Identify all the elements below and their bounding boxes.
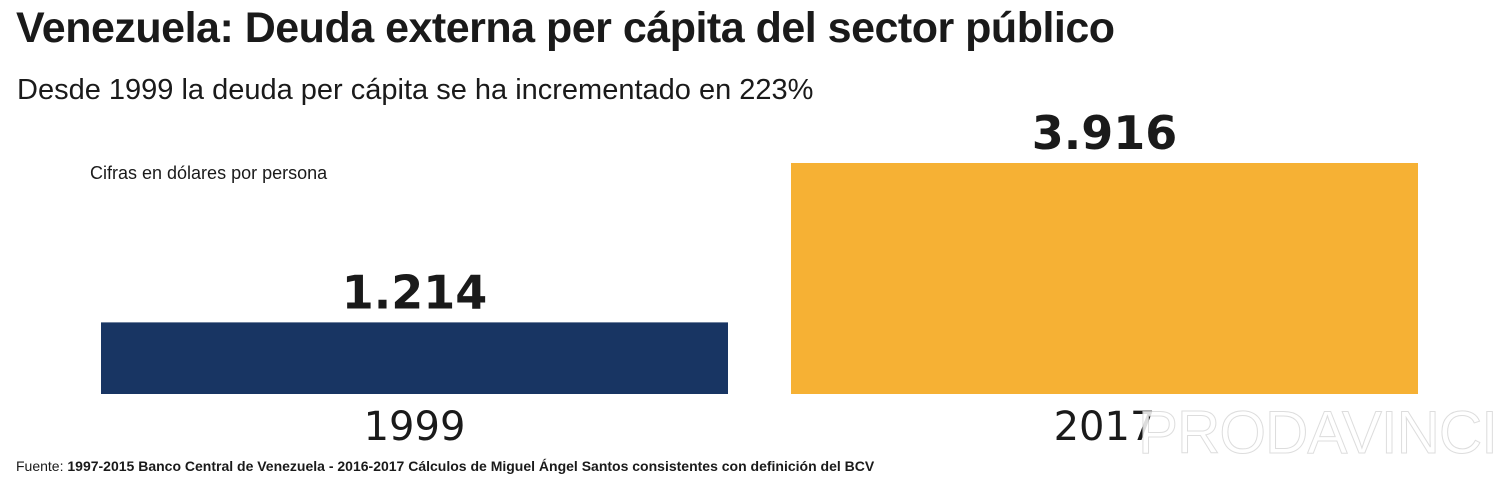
value-label-1999: 1.214 — [342, 265, 488, 319]
category-label-2017: 2017 — [1054, 404, 1156, 450]
category-label-1999: 1999 — [364, 404, 466, 450]
source-note: Fuente: 1997-2015 Banco Central de Venez… — [16, 458, 874, 474]
source-label: Fuente: — [16, 458, 64, 474]
source-text: 1997-2015 Banco Central de Venezuela - 2… — [67, 458, 875, 474]
chart-title: Venezuela: Deuda externa per cápita del … — [16, 4, 1115, 52]
prodavinci-watermark-logo: PRODAVINCI — [1138, 399, 1499, 467]
bar-2017 — [791, 163, 1418, 394]
bar-1999 — [101, 322, 728, 394]
value-label-2017: 3.916 — [1032, 106, 1178, 160]
chart-subtitle: Desde 1999 la deuda per cápita se ha inc… — [17, 74, 814, 106]
units-note: Cifras en dólares por persona — [90, 163, 328, 183]
